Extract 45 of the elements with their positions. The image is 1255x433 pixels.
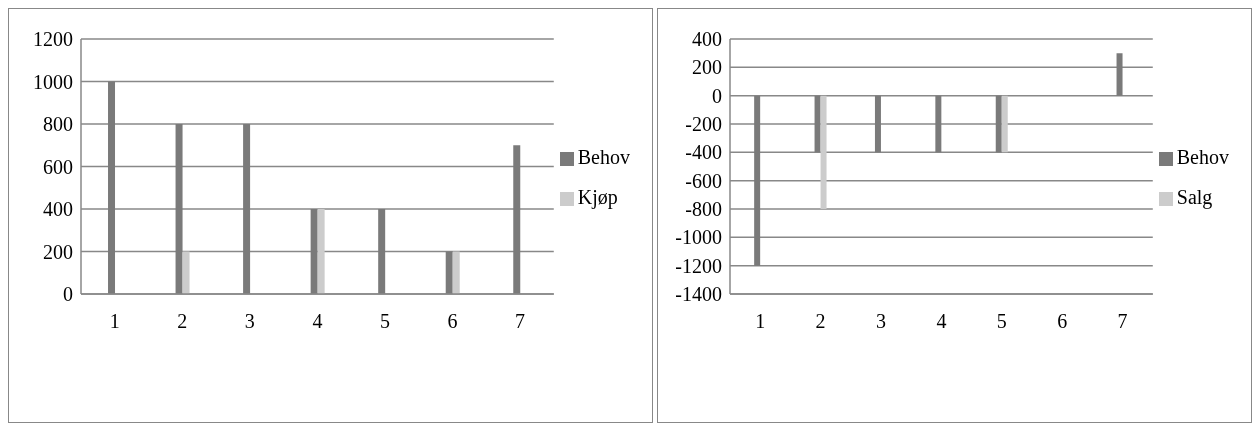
x-tick-label: 1 [755,310,766,333]
y-tick-label: -600 [685,169,722,192]
y-tick-label: 400 [43,198,73,221]
y-tick-label: -200 [685,113,722,136]
x-tick-label: 5 [996,310,1007,333]
bar [445,251,453,294]
legend-label: Salg [1176,185,1213,208]
x-tick-label: 3 [244,310,255,333]
bar [243,124,251,294]
y-tick-label: -400 [685,141,722,164]
x-tick-label: 3 [875,310,886,333]
x-tick-label: 6 [447,310,458,333]
bar [108,81,116,294]
legend-label: Kjøp [577,185,618,208]
y-tick-label: 1000 [33,70,73,93]
y-tick-label: -1000 [675,226,722,249]
x-tick-label: 5 [379,310,390,333]
x-tick-label: 4 [936,310,947,333]
bar [513,145,521,294]
x-tick-label: 7 [515,310,526,333]
x-tick-label: 2 [815,310,826,333]
x-tick-label: 4 [312,310,323,333]
x-tick-label: 6 [1057,310,1068,333]
y-tick-label: -1200 [675,254,722,277]
y-tick-label: 200 [692,56,722,79]
y-tick-label: 800 [43,113,73,136]
y-tick-label: 0 [63,283,73,306]
bar [378,209,386,294]
y-tick-label: 0 [712,84,722,107]
legend-label: Behov [577,145,630,168]
bar [182,251,190,294]
x-tick-label: 2 [177,310,188,333]
y-tick-label: 200 [43,240,73,263]
bar [452,251,460,294]
x-tick-label: 1 [109,310,120,333]
y-tick-label: -1400 [675,283,722,306]
bar [317,209,325,294]
x-tick-label: 7 [1117,310,1128,333]
bar [175,124,183,294]
legend-label: Behov [1176,145,1229,168]
y-tick-label: 400 [692,28,722,51]
y-tick-label: -800 [685,198,722,221]
bar [310,209,318,294]
y-tick-label: 600 [43,155,73,178]
y-tick-label: 1200 [33,28,73,51]
